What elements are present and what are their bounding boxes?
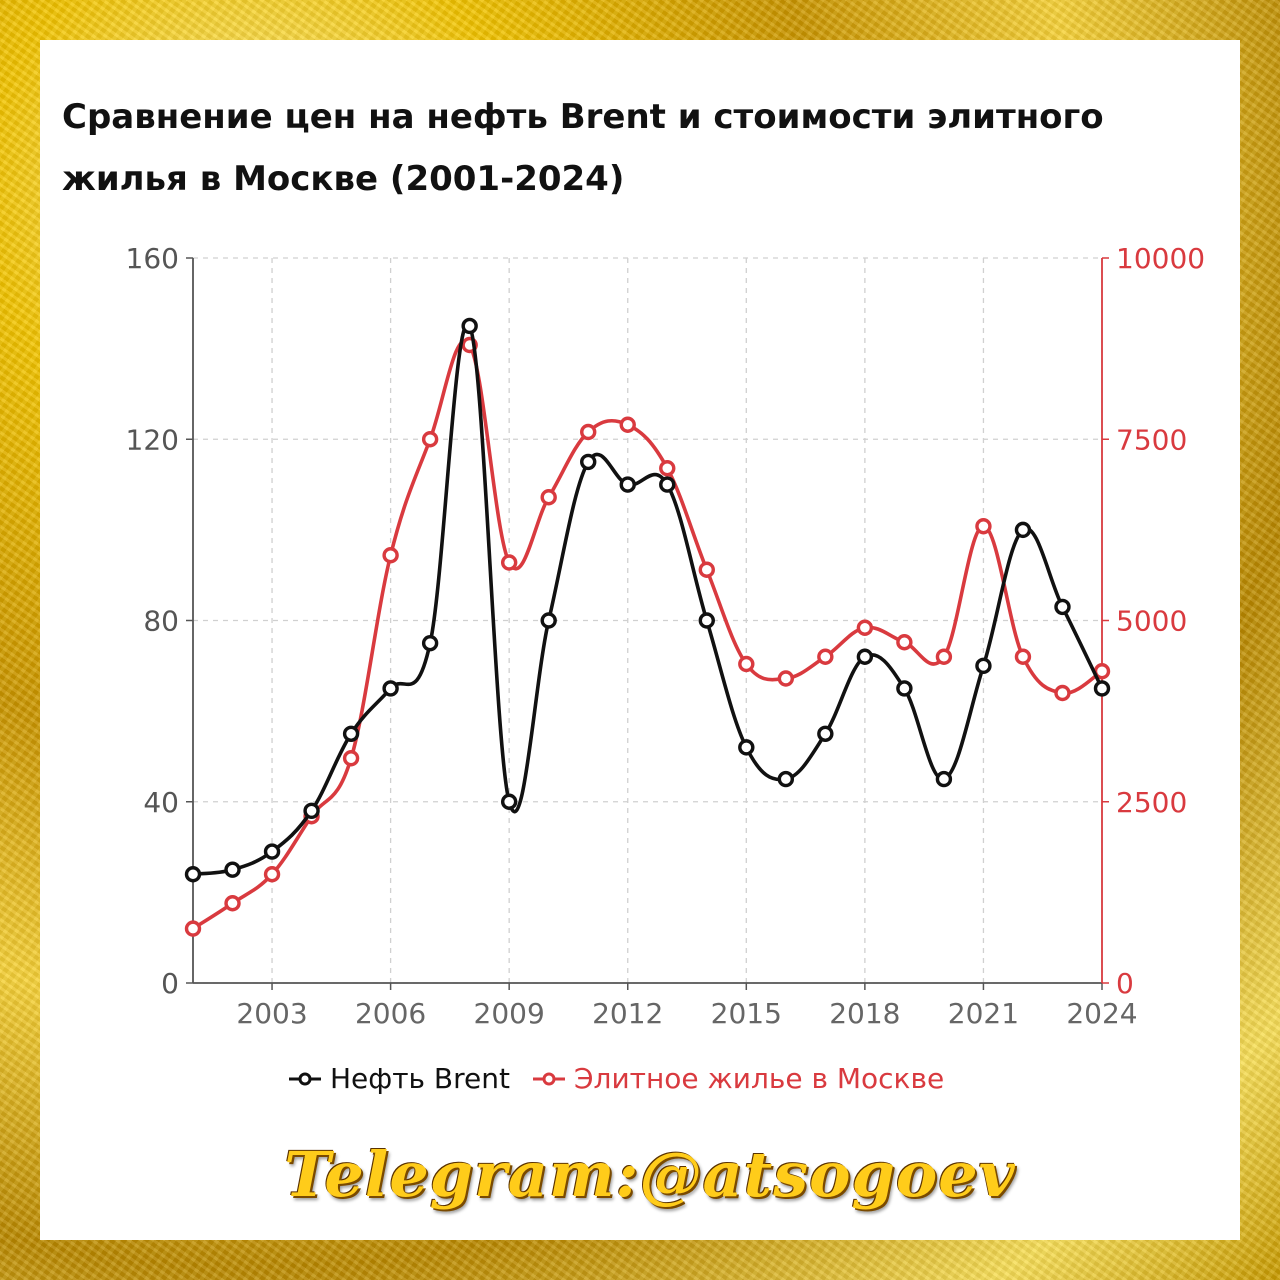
data-point-housing	[896, 634, 913, 651]
data-point-oil	[698, 612, 715, 629]
data-point-oil	[461, 317, 478, 335]
legend-housing-label: Элитное жилье в Москве	[574, 1062, 945, 1095]
data-point-housing	[619, 416, 636, 433]
x-tick-label: 2012	[592, 997, 663, 1030]
data-point-housing	[224, 895, 241, 912]
y-left-tick-label: 120	[126, 423, 179, 456]
data-point-housing	[382, 547, 399, 564]
x-tick-label: 2009	[474, 997, 545, 1030]
legend-oil-marker-icon	[289, 1072, 321, 1085]
data-point-oil	[975, 657, 992, 675]
data-point-oil	[500, 793, 518, 810]
data-point-housing	[184, 920, 202, 937]
data-point-oil	[896, 680, 913, 697]
y-right-tick-label: 10000	[1116, 242, 1205, 275]
y-left-tick-label: 40	[143, 786, 179, 819]
chart-card: Сравнение цен на нефть Brent и стоимости…	[40, 40, 1240, 1240]
data-point-housing	[500, 554, 518, 571]
data-point-oil	[382, 680, 399, 697]
data-point-oil	[777, 770, 795, 788]
y-right-tick-label: 5000	[1116, 605, 1187, 638]
data-point-housing	[777, 670, 795, 687]
y-right-tick-label: 0	[1116, 967, 1134, 1000]
data-point-oil	[263, 843, 281, 860]
data-point-oil	[1054, 598, 1071, 616]
y-right-tick-label: 7500	[1116, 423, 1187, 456]
data-point-housing	[738, 655, 755, 673]
data-point-oil	[1093, 680, 1111, 697]
x-tick-label: 2018	[829, 997, 900, 1030]
data-point-housing	[263, 866, 281, 883]
data-point-housing	[580, 423, 597, 441]
data-point-oil	[817, 725, 834, 742]
y-left-tick-label: 160	[126, 242, 179, 275]
x-tick-label: 2006	[355, 997, 426, 1030]
data-point-oil	[540, 612, 557, 629]
data-point-oil	[1014, 521, 1032, 539]
legend-item-oil: Нефть Brent	[288, 1062, 510, 1095]
line-chart: 2003 2006 2009 2012 2015 2018 2021 202404080120…	[126, 242, 1206, 1030]
legend-item-housing: Элитное жилье в Москве	[532, 1062, 944, 1095]
legend-housing-marker-icon	[533, 1072, 565, 1085]
legend: Нефть Brent Элитное жилье в Москве	[288, 1062, 944, 1095]
y-left-tick-label: 0	[161, 967, 179, 1000]
data-point-housing	[698, 561, 715, 578]
x-tick-label: 2015	[711, 997, 782, 1030]
data-point-housing	[1014, 648, 1032, 665]
data-point-oil	[619, 476, 636, 493]
axes: 2003 2006 2009 2012 2015 2018 2021 202404080120…	[126, 242, 1206, 1030]
x-tick-label: 2024	[1066, 997, 1137, 1030]
chart-title: Сравнение цен на нефть Brent и стоимости…	[62, 97, 1104, 199]
legend-oil-label: Нефть Brent	[330, 1062, 510, 1095]
data-point-oil	[580, 453, 597, 471]
series-line-oil	[192, 322, 1104, 877]
grid	[193, 257, 1103, 984]
x-tick-label: 2021	[948, 997, 1019, 1030]
series-line-housing	[192, 339, 1103, 931]
x-tick-label: 2003	[236, 997, 307, 1030]
data-point-oil	[421, 634, 439, 652]
data-point-oil	[738, 739, 755, 756]
data-point-housing	[856, 619, 874, 636]
data-point-oil	[935, 770, 953, 788]
data-point-oil	[224, 861, 241, 878]
data-point-housing	[1054, 684, 1071, 702]
y-left-tick-label: 80	[143, 605, 179, 638]
data-point-housing	[540, 489, 557, 506]
data-point-oil	[342, 725, 360, 742]
data-point-housing	[342, 750, 360, 767]
data-point-oil	[856, 648, 874, 665]
data-point-housing	[817, 648, 834, 665]
telegram-watermark: Telegram:@atsogoev	[284, 1138, 1016, 1211]
data-point-housing	[975, 518, 992, 535]
data-point-oil	[184, 866, 202, 883]
data-point-oil	[659, 476, 676, 493]
series-layer	[184, 317, 1111, 937]
y-right-tick-label: 2500	[1116, 786, 1187, 819]
data-point-oil	[303, 802, 320, 820]
data-point-housing	[935, 648, 953, 665]
data-point-housing	[421, 431, 439, 448]
data-point-housing	[659, 460, 676, 477]
